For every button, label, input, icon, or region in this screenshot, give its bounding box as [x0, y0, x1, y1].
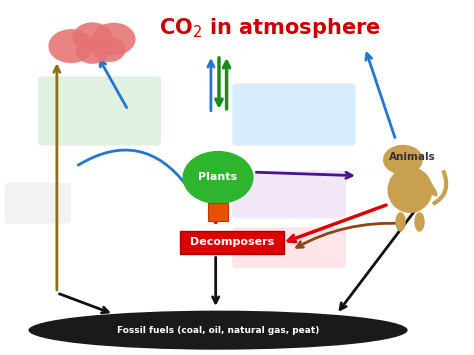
FancyBboxPatch shape — [232, 227, 346, 268]
Ellipse shape — [395, 212, 406, 231]
FancyBboxPatch shape — [232, 170, 346, 218]
Circle shape — [73, 22, 112, 52]
Text: Decomposers: Decomposers — [190, 237, 274, 247]
Circle shape — [76, 39, 109, 64]
FancyBboxPatch shape — [208, 203, 228, 221]
FancyBboxPatch shape — [38, 76, 161, 146]
Text: Animals: Animals — [389, 152, 436, 162]
Circle shape — [92, 23, 136, 55]
Circle shape — [182, 151, 254, 204]
FancyBboxPatch shape — [180, 231, 284, 254]
Circle shape — [48, 29, 94, 63]
Ellipse shape — [28, 311, 408, 350]
Circle shape — [92, 37, 126, 62]
Text: Fossil fuels (coal, oil, natural gas, peat): Fossil fuels (coal, oil, natural gas, pe… — [117, 326, 319, 335]
FancyBboxPatch shape — [232, 83, 356, 146]
Circle shape — [383, 145, 423, 175]
Ellipse shape — [414, 212, 425, 231]
Ellipse shape — [420, 176, 438, 197]
FancyBboxPatch shape — [5, 183, 71, 224]
Text: CO$_2$ in atmosphere: CO$_2$ in atmosphere — [159, 16, 381, 40]
Text: Plants: Plants — [199, 173, 237, 182]
Ellipse shape — [387, 167, 432, 213]
